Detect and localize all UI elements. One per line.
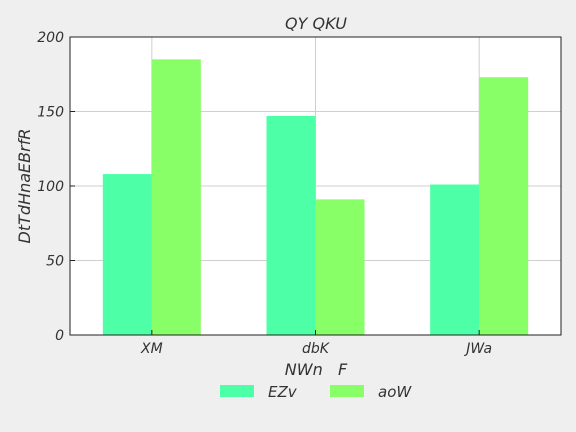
bar-aoW-JWa bbox=[479, 77, 529, 335]
bar-EZv-XM bbox=[102, 174, 152, 335]
x-tick-label: dbK bbox=[302, 341, 331, 357]
x-axis-ticks: XM dbK JWa bbox=[140, 330, 492, 357]
bar-EZv-dbK bbox=[266, 115, 316, 335]
bar-aoW-XM bbox=[151, 59, 201, 335]
y-tick-label: 150 bbox=[37, 105, 64, 121]
y-tick-label: 100 bbox=[37, 179, 64, 195]
bar-aoW-dbK bbox=[315, 199, 365, 335]
x-axis-label: NWn F bbox=[285, 360, 348, 379]
y-axis-label: DtTdHnaEBrfR bbox=[15, 129, 34, 244]
legend: EZv aoW bbox=[220, 383, 412, 401]
bar-EZv-JWa bbox=[430, 184, 480, 335]
x-tick-label: XM bbox=[140, 341, 163, 357]
bars bbox=[102, 59, 529, 335]
chart-title: QY QKU bbox=[285, 14, 347, 33]
y-tick-label: 200 bbox=[37, 30, 64, 46]
y-tick-label: 0 bbox=[55, 328, 64, 344]
legend-label-aoW: aoW bbox=[378, 383, 412, 401]
legend-swatch-EZv bbox=[220, 385, 254, 397]
y-axis-ticks: 0 50 100 150 200 bbox=[37, 30, 75, 344]
x-tick-label: JWa bbox=[463, 341, 492, 357]
legend-label-EZv: EZv bbox=[268, 383, 298, 401]
legend-swatch-aoW bbox=[330, 385, 364, 397]
y-tick-label: 50 bbox=[46, 254, 64, 270]
